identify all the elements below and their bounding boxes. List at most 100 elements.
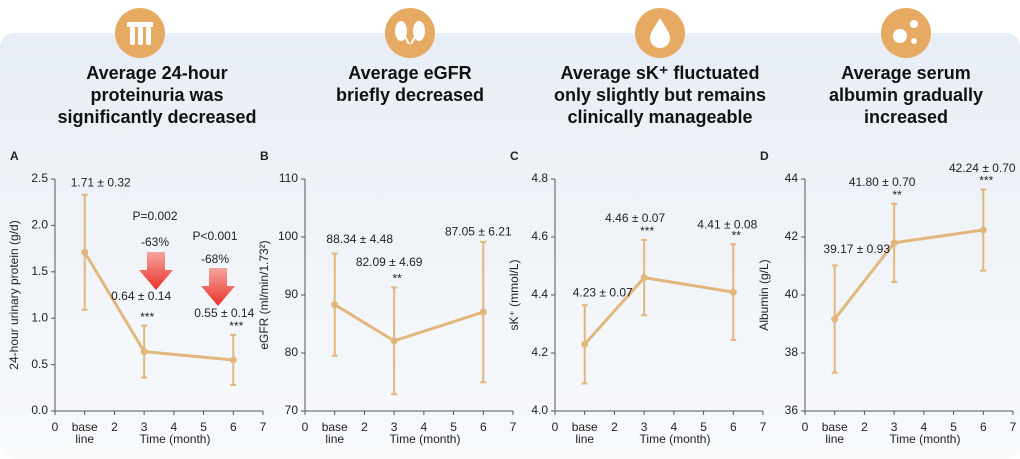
value-label: 87.05 ± 6.21 (445, 224, 512, 238)
panel-label: A (10, 149, 19, 163)
value-label: 0.55 ± 0.14 (194, 306, 254, 320)
x-tick-label-box: 0 (52, 421, 59, 433)
point (640, 274, 648, 282)
y-tick-label: 4.4 (531, 287, 548, 301)
x-tick-label-box: 2 (361, 421, 368, 434)
significance: ** (892, 188, 902, 202)
y-tick-label: 2.5 (31, 171, 48, 185)
chart-title: Average serum albumin gradually increase… (828, 63, 984, 127)
chart-title-box: Average eGFR briefly decreased (335, 63, 485, 105)
value-label: 1.71 ± 0.32 (71, 175, 131, 189)
y-tick-label: 0.5 (31, 357, 48, 371)
x-tick-label-box: 0 (301, 421, 309, 434)
x-tick-label-box: 7 (259, 421, 267, 434)
y-tick-label: 1.0 (31, 310, 48, 324)
y-tick-label: 100 (278, 229, 298, 243)
x-tick-label-box: base line (71, 421, 98, 446)
chart-title: Average eGFR briefly decreased (335, 63, 485, 105)
y-tick-label: 4.8 (531, 171, 548, 185)
x-tick-label-box: 7 (509, 421, 517, 434)
y-axis-label: sK⁺ (mmol/L) (507, 259, 521, 330)
x-tick-label: 6 (229, 421, 237, 434)
x-tick-label: 5 (200, 421, 207, 434)
x-tick-label: 2 (361, 421, 368, 434)
x-tick-label-box: base line (822, 421, 848, 445)
arrow (201, 268, 235, 306)
x-tick-label: 7 (1009, 421, 1017, 434)
x-tick-label: 5 (450, 421, 457, 434)
significance: *** (229, 319, 243, 333)
x-tick-label-box: 5 (950, 421, 957, 433)
panel-background (0, 33, 1020, 459)
x-tick-label-box: 2 (111, 421, 118, 433)
y-tick-label: 0.0 (31, 403, 48, 417)
chart-title: Average sK⁺ fluctuated only slightly but… (553, 63, 767, 127)
point (581, 340, 589, 348)
y-tick-label: 2.0 (31, 218, 48, 232)
x-axis-label: Time (month) (140, 432, 211, 446)
point (831, 315, 839, 323)
x-tick-label-box: 6 (479, 421, 487, 434)
y-tick-label: 44 (785, 171, 799, 185)
significance: *** (979, 174, 993, 188)
significance: ** (732, 228, 742, 242)
chart-title-box: Average 24-hour proteinuria was signific… (57, 63, 257, 127)
x-tick-label-box: 5 (700, 421, 707, 433)
value-label: 4.46 ± 0.07 (605, 211, 665, 225)
x-tick-label-box: base line (572, 421, 598, 445)
point (140, 348, 148, 356)
annotation: P<0.001 (192, 229, 237, 243)
panel-label: D (760, 149, 769, 163)
point (979, 226, 987, 234)
significance: ** (392, 272, 402, 286)
point (390, 337, 398, 345)
annotation: -68% (201, 252, 229, 266)
value-label: 0.64 ± 0.14 (111, 289, 171, 303)
y-tick-label: 4.2 (531, 345, 548, 359)
x-tick-label: 6 (979, 421, 987, 434)
x-tick-label: 7 (259, 421, 267, 434)
icon-protein (115, 8, 165, 58)
x-tick-label: 7 (509, 421, 517, 434)
x-tick-label-box: 3 (640, 421, 648, 434)
x-tick-label-box: base line (321, 421, 348, 446)
x-tick-label-box: 4 (921, 421, 928, 433)
x-tick-label: 3 (640, 421, 648, 434)
value-label: 41.80 ± 0.70 (849, 175, 916, 189)
x-tick-label-box: 2 (611, 421, 618, 433)
annotation: -63% (141, 235, 169, 249)
x-axis-label: Time (month) (390, 432, 461, 446)
x-tick-label-box: 5 (200, 421, 207, 434)
x-tick-label: 6 (479, 421, 487, 434)
arrow (139, 252, 173, 290)
value-label: 82.09 ± 4.69 (356, 255, 423, 269)
x-tick-label: 4 (670, 421, 678, 434)
x-tick-label: 0 (801, 421, 809, 434)
x-tick-label: 0 (551, 421, 559, 434)
panel-label: C (510, 149, 519, 163)
x-tick-label: 3 (890, 421, 898, 434)
x-tick-label: base line (71, 421, 98, 446)
y-axis-label: 24-hour urinary protein (g/d) (7, 220, 21, 369)
y-tick-label: 1.5 (31, 264, 48, 278)
x-tick-label: base line (321, 421, 348, 446)
x-tick-label-box: 7 (1009, 421, 1017, 434)
icon-kidney (385, 8, 435, 58)
x-tick-label: 2 (861, 421, 868, 434)
x-tick-label-box: 3 (141, 421, 148, 433)
x-tick-label-box: 0 (801, 421, 809, 434)
x-tick-label: 6 (729, 421, 737, 434)
y-tick-label: 4.0 (531, 403, 548, 417)
x-tick-label: 4 (420, 421, 428, 434)
x-tick-label: 4 (170, 421, 178, 434)
icon-drop (635, 8, 685, 58)
x-tick-label-box: 4 (670, 421, 678, 434)
y-axis-label: Albumin (g/L) (757, 259, 771, 330)
chart-title: Average 24-hour proteinuria was signific… (57, 63, 257, 127)
point (331, 301, 339, 309)
icon-molecule (881, 8, 931, 58)
x-tick-label: 0 (301, 421, 309, 434)
x-tick-label-box: 4 (170, 421, 178, 434)
x-tick-label-box: 3 (890, 421, 898, 434)
x-tick-label-box: 3 (391, 421, 398, 433)
